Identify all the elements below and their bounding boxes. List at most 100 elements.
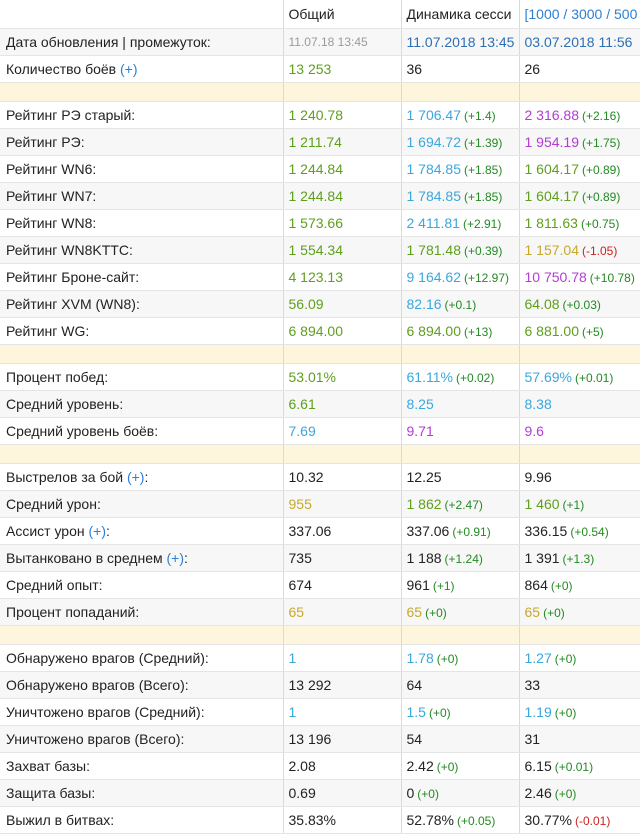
range-delta: (+0.54) bbox=[570, 525, 609, 539]
overall-value: 1 bbox=[288, 704, 297, 720]
range-value: 10 750.78 bbox=[524, 269, 587, 285]
overall-value: 0.69 bbox=[288, 785, 316, 801]
overall-value: 6.61 bbox=[288, 396, 316, 412]
row-label: Дата обновления | промежуток: bbox=[0, 28, 284, 56]
range-value: 30.77% bbox=[524, 812, 572, 828]
row-label: Защита базы: bbox=[0, 779, 284, 807]
session-delta: (+1.24) bbox=[444, 552, 483, 566]
session-value: 65 bbox=[406, 604, 423, 620]
session-cell: 9.71 bbox=[401, 417, 520, 445]
range-delta: (+0) bbox=[550, 579, 573, 593]
range-delta: (-1.05) bbox=[582, 244, 618, 258]
update-date-row: Дата обновления | промежуток: 11.07.18 1… bbox=[0, 28, 640, 56]
overall-cell: 1 573.66 bbox=[283, 209, 402, 237]
range-value: 1 954.19 bbox=[524, 134, 580, 150]
separator-cell bbox=[0, 82, 284, 102]
row-label-text: Рейтинг WN6: bbox=[6, 161, 97, 177]
expand-link[interactable]: (+) bbox=[88, 523, 107, 539]
row-label: Уничтожено врагов (Всего): bbox=[0, 725, 284, 753]
stat-row: Рейтинг WN7: 1 244.84 1 784.85 (+1.85) 1 604… bbox=[0, 182, 640, 210]
session-cell: 12.25 bbox=[401, 463, 520, 491]
overall-value: 674 bbox=[288, 577, 312, 593]
stat-row: Защита базы: 0.69 0 (+0) 2.46 (+0) bbox=[0, 779, 640, 807]
range-value: 9.96 bbox=[524, 469, 552, 485]
session-delta: (+0) bbox=[428, 706, 451, 720]
row-label-text: Уничтожено врагов (Средний): bbox=[6, 704, 205, 720]
range-cell: 10 750.78 (+10.78) bbox=[519, 263, 640, 291]
session-value: 1 784.85 bbox=[406, 161, 462, 177]
row-label: Рейтинг WG: bbox=[0, 317, 284, 345]
session-cell: 1 694.72 (+1.39) bbox=[401, 128, 520, 156]
row-label: Рейтинг WN8: bbox=[0, 209, 284, 237]
range-value: 65 bbox=[524, 604, 541, 620]
range-delta: (+0.03) bbox=[562, 298, 601, 312]
separator-cell bbox=[283, 82, 402, 102]
expand-link[interactable]: (+) bbox=[166, 550, 185, 566]
range-cell: 30.77% (-0.01) bbox=[519, 806, 640, 834]
session-value: 1 862 bbox=[406, 496, 442, 512]
row-label: Средний опыт: bbox=[0, 571, 284, 599]
range-value: 1 604.17 bbox=[524, 188, 580, 204]
session-delta: (+0.1) bbox=[444, 298, 477, 312]
row-label: Рейтинг WN7: bbox=[0, 182, 284, 210]
stat-row: Средний уровень боёв: 7.69 9.71 9.6 bbox=[0, 417, 640, 445]
range-cell: 1.27 (+0) bbox=[519, 644, 640, 672]
range-value: 26 bbox=[519, 55, 640, 83]
row-label-text: Захват базы: bbox=[6, 758, 90, 774]
session-delta: (+1.85) bbox=[464, 163, 503, 177]
range-value: 1 157.04 bbox=[524, 242, 580, 258]
row-label: Процент побед: bbox=[0, 363, 284, 391]
expand-link[interactable]: (+) bbox=[126, 469, 145, 485]
expand-link[interactable]: (+) bbox=[120, 61, 138, 77]
header-ranges-link[interactable]: [1000 / 3000 / 500 bbox=[519, 0, 640, 29]
stat-row: Рейтинг WN8: 1 573.66 2 411.81 (+2.91) 1 811… bbox=[0, 209, 640, 237]
range-cell: 31 bbox=[519, 725, 640, 753]
row-label: Захват базы: bbox=[0, 752, 284, 780]
range-value: 1 811.63 bbox=[524, 215, 578, 231]
row-label: Рейтинг РЭ старый: bbox=[0, 101, 284, 129]
range-delta: (-0.01) bbox=[574, 814, 611, 828]
session-delta: (+1.4) bbox=[464, 109, 496, 123]
range-cell: 2 316.88 (+2.16) bbox=[519, 101, 640, 129]
row-label-text: Защита базы: bbox=[6, 785, 96, 801]
row-label: Рейтинг WN6: bbox=[0, 155, 284, 183]
overall-cell: 7.69 bbox=[283, 417, 402, 445]
session-delta: (+0.02) bbox=[455, 371, 495, 385]
range-delta: (+5) bbox=[582, 325, 604, 339]
range-cell: 9.6 bbox=[519, 417, 640, 445]
session-delta: (+2.91) bbox=[462, 217, 502, 231]
session-cell: 1.78 (+0) bbox=[401, 644, 520, 672]
row-label-text: Рейтинг Броне-сайт: bbox=[6, 269, 140, 285]
stat-row: Рейтинг РЭ старый: 1 240.78 1 706.47 (+1.4)… bbox=[0, 101, 640, 129]
range-delta: (+10.78) bbox=[589, 271, 635, 285]
stat-row: Рейтинг РЭ: 1 211.74 1 694.72 (+1.39) 1 954.… bbox=[0, 128, 640, 156]
range-delta: (+0) bbox=[554, 787, 577, 801]
overall-cell: 337.06 bbox=[283, 517, 402, 545]
row-label-text: Рейтинг WN7: bbox=[6, 188, 97, 204]
session-value: 8.25 bbox=[406, 396, 434, 412]
session-cell: 9 164.62 (+12.97) bbox=[401, 263, 520, 291]
overall-cell: 955 bbox=[283, 490, 402, 518]
stat-row: Ассист урон (+): 337.06 337.06 (+0.91) 336.1… bbox=[0, 517, 640, 545]
range-cell: 2.46 (+0) bbox=[519, 779, 640, 807]
stat-row: Процент побед: 53.01% 61.11% (+0.02) 57.69%(… bbox=[0, 363, 640, 391]
range-delta: (+0) bbox=[543, 606, 565, 620]
range-value: 1 391 bbox=[524, 550, 560, 566]
range-cell: 9.96 bbox=[519, 463, 640, 491]
session-value: 82.16 bbox=[406, 296, 442, 312]
overall-cell: 35.83% bbox=[283, 806, 402, 834]
range-delta: (+0) bbox=[554, 652, 577, 666]
separator-cell bbox=[283, 444, 402, 464]
range-cell: 1 460 (+1) bbox=[519, 490, 640, 518]
session-cell: 52.78% (+0.05) bbox=[401, 806, 520, 834]
range-cell: 1 811.63 (+0.75) bbox=[519, 209, 640, 237]
session-value: 64 bbox=[406, 677, 423, 693]
range-cell: 8.38 bbox=[519, 390, 640, 418]
session-delta: (+1.85) bbox=[464, 190, 503, 204]
session-delta: (+0) bbox=[417, 787, 439, 801]
overall-cell: 1 244.84 bbox=[283, 155, 402, 183]
session-cell: 1 706.47 (+1.4) bbox=[401, 101, 520, 129]
overall-value: 13 196 bbox=[288, 731, 332, 747]
session-value: 1 188 bbox=[406, 550, 442, 566]
row-label: Рейтинг РЭ: bbox=[0, 128, 284, 156]
